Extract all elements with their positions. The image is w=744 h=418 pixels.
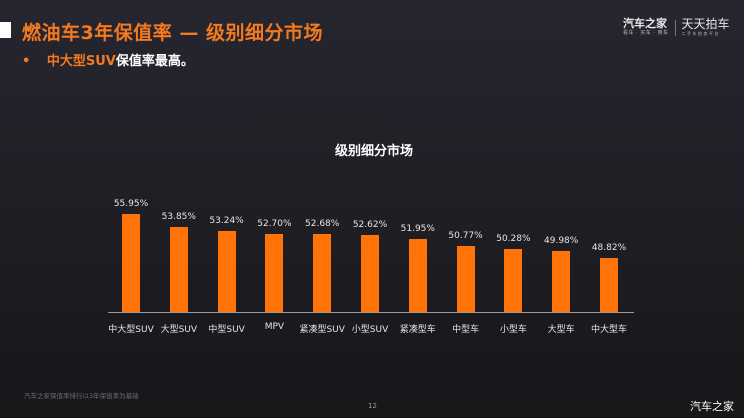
bar [552, 251, 571, 312]
footnote: 汽车之家保值率排行以3年保值率为基础 [24, 392, 139, 400]
chart-title: 级别细分市场 [334, 144, 413, 159]
ttpaiche-logo: 天天拍车 二手车拍卖平台 [681, 17, 730, 37]
bar [408, 239, 427, 312]
bar [217, 231, 236, 312]
page-number: 12 [368, 402, 377, 410]
bar-value-label: 49.98% [544, 236, 579, 246]
logo-divider [674, 19, 676, 36]
category-label: 小型车 [499, 325, 527, 335]
category-label: 中型车 [452, 325, 480, 335]
category-label: MPV [264, 322, 285, 332]
category-label: 中型SUV [208, 325, 245, 335]
category-label: 大型SUV [160, 325, 198, 335]
bar [169, 227, 188, 312]
bar-value-label: 50.28% [496, 234, 531, 244]
bar [504, 249, 523, 312]
bar [600, 258, 618, 312]
bar-value-label: 48.82% [591, 243, 627, 253]
bullet-highlight: 中大型SUV [46, 54, 116, 69]
category-label: 大型车 [547, 325, 575, 335]
bar [456, 246, 475, 312]
title-marker [0, 22, 11, 38]
bar [361, 235, 379, 312]
category-label: 中大型SUV [108, 325, 154, 335]
category-label: 紧凑型SUV [299, 325, 345, 335]
x-axis-line [108, 312, 634, 313]
bullet-dot-icon: • [22, 54, 31, 69]
bar [313, 234, 332, 312]
bar-value-label: 52.62% [352, 220, 388, 230]
watermark: 汽车之家 [690, 400, 734, 413]
bar-value-label: 53.85% [161, 212, 196, 222]
category-label: 紧凑型车 [399, 325, 436, 335]
category-label: 小型SUV [351, 325, 389, 335]
brand-logos: 汽车之家 看车 · 买车 · 用车 天天拍车 二手车拍卖平台 [623, 18, 730, 37]
summary-bullet: • 中大型SUV保值率最高。 [22, 50, 194, 69]
page-title: 燃油车3年保值率 — 级别细分市场 [22, 22, 323, 44]
category-label: 中大型车 [590, 325, 627, 335]
bar [122, 214, 140, 312]
bar-value-label: 52.70% [257, 219, 292, 229]
autohome-logo: 汽车之家 看车 · 买车 · 用车 [623, 17, 669, 37]
bar-value-label: 52.68% [305, 219, 340, 229]
bar-value-label: 53.24% [209, 216, 244, 226]
bullet-text: 保值率最高。 [115, 54, 194, 69]
bar [265, 234, 284, 312]
bar-value-label: 50.77% [448, 231, 483, 241]
bar-value-label: 55.95% [113, 199, 149, 209]
bar-value-label: 51.95% [400, 224, 435, 234]
